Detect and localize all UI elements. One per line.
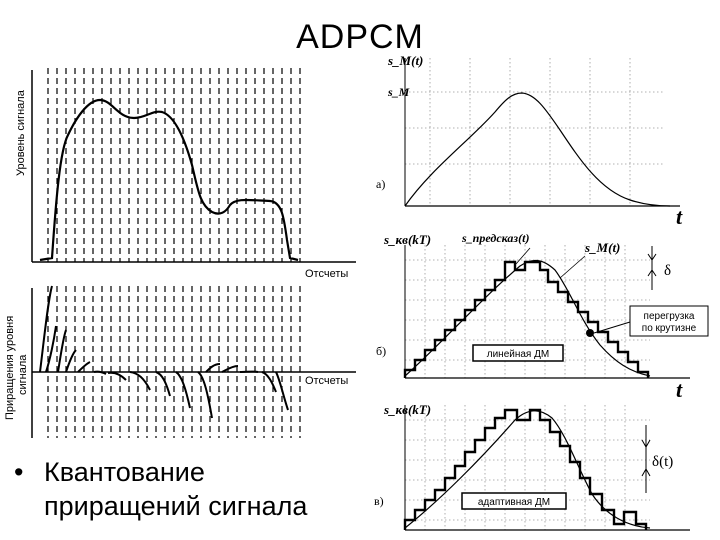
left-bottom-ylabel-2: сигнала <box>17 354 29 395</box>
slide-title: ADPCM <box>296 18 424 56</box>
right-c-mode-label: адаптивная ДМ <box>478 497 550 508</box>
right-b-overload-pointer <box>593 321 631 334</box>
left-bottom-sample-lines <box>47 286 301 438</box>
right-c-mode-box <box>461 492 567 510</box>
right-b-mode-box <box>472 344 564 362</box>
left-top-sample-lines <box>47 68 301 262</box>
right-a-level-label: s_M <box>387 85 410 99</box>
bullet-text: Квантование приращений сигнала <box>44 455 374 523</box>
right-b-pred-label: s_предсказ(t) <box>461 231 529 245</box>
right-b-delta-label: δ <box>664 263 671 279</box>
right-b-sig-label: s_M(t) <box>584 240 620 255</box>
right-c-delta-label: δ(t) <box>652 454 673 470</box>
right-b-pred-pointer <box>515 247 531 265</box>
right-b-sig-pointer <box>559 255 586 279</box>
left-top-xlabel: Отсчеты <box>305 268 348 280</box>
left-bottom-xlabel: Отсчеты <box>305 375 348 387</box>
left-top-signal-curve <box>39 98 299 262</box>
right-b-mode-label: линейная ДМ <box>487 349 549 360</box>
bullet-dot: • <box>14 457 24 487</box>
right-b-delta-arrow-heads <box>647 253 657 277</box>
bullet-line-1: Квантование <box>44 457 205 487</box>
left-top-ylabel: Уровень сигнала <box>15 89 27 176</box>
right-c-staircase <box>403 408 648 530</box>
right-a-signal-curve <box>404 92 671 207</box>
right-b-tag: б) <box>376 344 386 358</box>
right-a-y-axis-label: s_M(t) <box>387 53 423 68</box>
right-b-overload-box <box>629 305 709 337</box>
right-b-overload-line1: перегрузка <box>644 311 695 322</box>
right-a-tag: а) <box>376 177 385 191</box>
right-b-staircase <box>403 260 650 378</box>
right-a-grid <box>405 58 665 206</box>
right-b-y-axis-label: s_кв(kT) <box>383 232 431 247</box>
right-b-overload-line2: по крутизне <box>642 323 697 334</box>
left-bottom-ylabel-1: Приращения уровня <box>4 316 16 420</box>
right-c-delta-arrow-heads <box>641 439 651 477</box>
right-b-x-axis-label: t <box>676 377 683 402</box>
right-c-tag: в) <box>374 494 384 508</box>
right-b-overload-point <box>586 329 594 337</box>
right-a-x-axis-label: t <box>676 204 683 229</box>
right-c-y-axis-label: s_кв(kT) <box>383 402 431 417</box>
left-bottom-increment-curve <box>39 285 289 419</box>
bullet-line-2: приращений сигнала <box>44 491 308 521</box>
